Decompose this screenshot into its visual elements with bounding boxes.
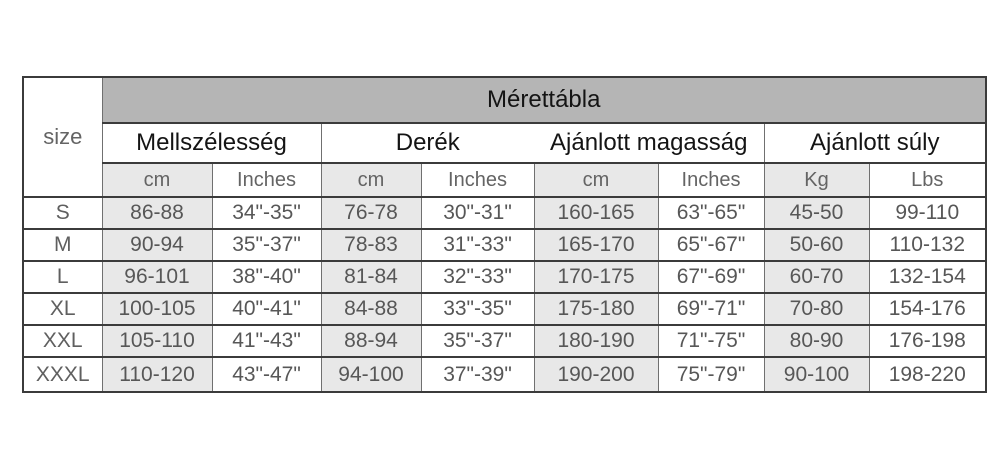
value-cell: 38"-40" [211,260,322,294]
value-cell: 63"-65" [657,196,765,230]
value-cell: 67"-69" [657,260,765,294]
unit-header-inches: Inches [657,162,765,198]
size-cell: M [22,228,103,262]
value-cell: 33"-35" [420,292,535,326]
value-cell: 30"-31" [420,196,535,230]
table-row: M 90-94 35"-37" 78-83 31"-33" 165-170 65… [22,228,987,262]
group-header-chest: Mellszélesség [101,122,322,164]
value-cell: 105-110 [101,324,213,358]
unit-header-cm: cm [533,162,659,198]
value-cell: 96-101 [101,260,213,294]
unit-header-lbs: Lbs [868,162,987,198]
value-cell: 45-50 [763,196,870,230]
value-cell: 70-80 [763,292,870,326]
value-cell: 90-94 [101,228,213,262]
unit-header-row: cm Inches cm Inches cm Inches Kg Lbs [23,162,987,198]
value-cell: 32"-33" [420,260,535,294]
value-cell: 75"-79" [657,356,765,393]
size-chart-table: size Mérettábla Mellszélesség Derék Aján… [22,76,987,393]
value-cell: 84-88 [320,292,422,326]
value-cell: 180-190 [533,324,659,358]
value-cell: 99-110 [868,196,987,230]
value-cell: 160-165 [533,196,659,230]
value-cell: 88-94 [320,324,422,358]
value-cell: 35"-37" [211,228,322,262]
banner-row: size Mérettábla [22,76,987,198]
value-cell: 80-90 [763,324,870,358]
unit-header-inches: Inches [420,162,535,198]
value-cell: 40"-41" [211,292,322,326]
table-row: XXXL 110-120 43"-47" 94-100 37"-39" 190-… [22,356,987,393]
value-cell: 190-200 [533,356,659,393]
value-cell: 110-132 [868,228,987,262]
value-cell: 69"-71" [657,292,765,326]
value-cell: 176-198 [868,324,987,358]
size-cell: L [22,260,103,294]
unit-header-kg: Kg [763,162,870,198]
value-cell: 100-105 [101,292,213,326]
group-header-weight: Ajánlott súly [763,122,987,164]
group-header-waist: Derék [320,122,534,164]
value-cell: 154-176 [868,292,987,326]
unit-header-cm: cm [320,162,422,198]
value-cell: 110-120 [101,356,213,393]
value-cell: 65"-67" [657,228,765,262]
size-cell: S [22,196,103,230]
unit-header-cm: cm [101,162,213,198]
value-cell: 198-220 [868,356,987,393]
size-cell: XXXL [22,356,103,393]
value-cell: 175-180 [533,292,659,326]
size-cell: XL [22,292,103,326]
group-header-row: Mellszélesség Derék Ajánlott magasság Aj… [23,122,987,164]
table-row: L 96-101 38"-40" 81-84 32"-33" 170-175 6… [22,260,987,294]
value-cell: 76-78 [320,196,422,230]
value-cell: 31"-33" [420,228,535,262]
value-cell: 165-170 [533,228,659,262]
value-cell: 60-70 [763,260,870,294]
table-row: XXL 105-110 41"-43" 88-94 35"-37" 180-19… [22,324,987,358]
value-cell: 71"-75" [657,324,765,358]
table-title: Mérettábla [101,76,987,124]
value-cell: 90-100 [763,356,870,393]
value-cell: 35"-37" [420,324,535,358]
value-cell: 41"-43" [211,324,322,358]
value-cell: 94-100 [320,356,422,393]
value-cell: 170-175 [533,260,659,294]
value-cell: 37"-39" [420,356,535,393]
value-cell: 78-83 [320,228,422,262]
value-cell: 43"-47" [211,356,322,393]
value-cell: 132-154 [868,260,987,294]
value-cell: 81-84 [320,260,422,294]
size-cell: XXL [22,324,103,358]
table-row: XL 100-105 40"-41" 84-88 33"-35" 175-180… [22,292,987,326]
corner-size-label: size [22,76,103,198]
group-header-height: Ajánlott magasság [534,122,765,164]
value-cell: 86-88 [101,196,213,230]
value-cell: 50-60 [763,228,870,262]
unit-header-inches: Inches [211,162,322,198]
value-cell: 34"-35" [211,196,322,230]
table-row: S 86-88 34"-35" 76-78 30"-31" 160-165 63… [22,196,987,230]
